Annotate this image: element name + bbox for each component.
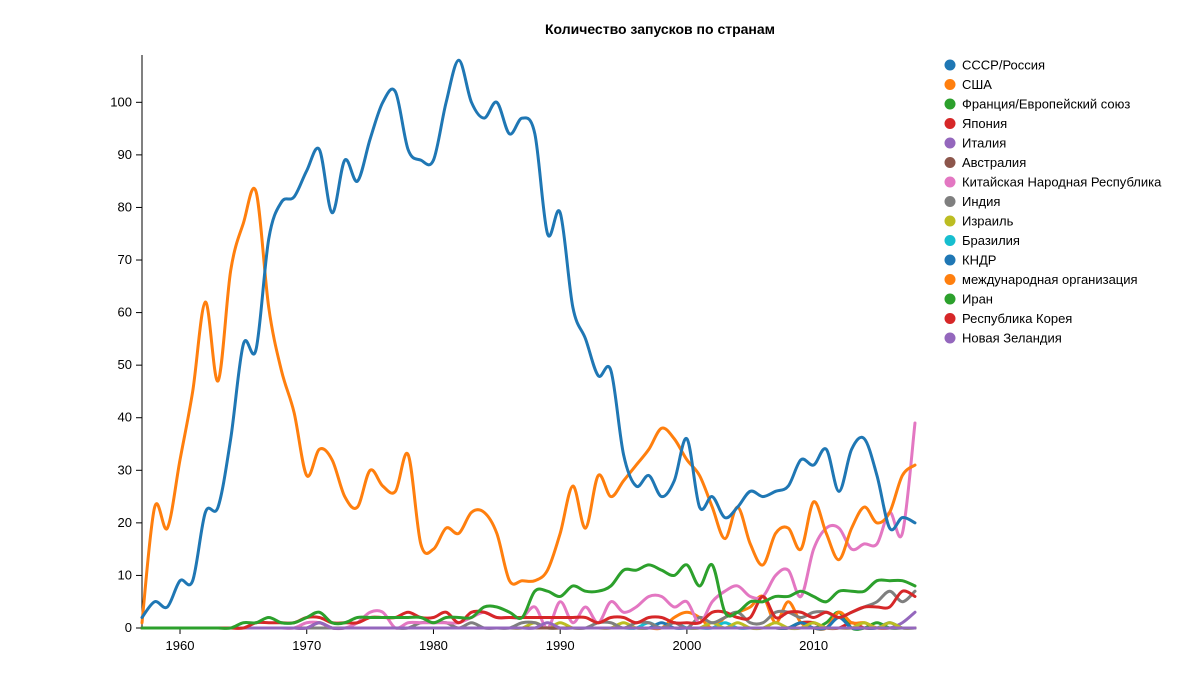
series-layer <box>140 58 917 631</box>
legend-label: Япония <box>962 116 1007 131</box>
legend-swatch <box>944 59 956 71</box>
legend-label: Франция/Европейский союз <box>962 97 1130 112</box>
y-tick-label: 90 <box>118 147 132 162</box>
x-tick-label: 1970 <box>292 638 321 653</box>
legend-swatch <box>944 79 956 90</box>
x-tick-label: 2010 <box>799 638 828 653</box>
legend-label: международная организация <box>962 272 1138 287</box>
x-tick-label: 1960 <box>166 638 195 653</box>
y-tick-label: 10 <box>118 567 132 582</box>
x-tick-label: 1990 <box>546 638 575 653</box>
legend-item: Израиль <box>944 214 1014 229</box>
legend-swatch <box>944 137 956 149</box>
legend-swatch <box>944 254 956 266</box>
legend-item: КНДР <box>944 253 996 268</box>
legend-item: международная организация <box>944 272 1138 287</box>
legend-swatch <box>944 196 956 207</box>
legend-item: Новая Зеландия <box>944 331 1062 346</box>
legend-label: КНДР <box>962 253 996 268</box>
axes: 1960 1970 1980 1990 2000 2010 0 10 20 30 40 50 60 70 8… <box>110 55 915 653</box>
y-tick-label: 50 <box>118 357 132 372</box>
series-line-1 <box>140 186 917 625</box>
x-tick-label: 1980 <box>419 638 448 653</box>
legend-label: Израиль <box>962 214 1014 229</box>
y-tick-label: 100 <box>110 94 132 109</box>
x-tick-label: 2000 <box>672 638 701 653</box>
y-tick-label: 40 <box>118 410 132 425</box>
legend-swatch <box>944 157 956 168</box>
series-line-0 <box>140 58 917 619</box>
legend-item: СССР/Россия <box>944 58 1045 73</box>
legend-item: Иран <box>944 292 993 307</box>
chart-title: Количество запусков по странам <box>545 21 775 37</box>
y-tick-label: 60 <box>118 305 132 320</box>
series-line-3 <box>140 589 917 630</box>
legend-item: США <box>944 77 992 92</box>
legend-swatch <box>944 118 956 129</box>
y-tick-label: 20 <box>118 515 132 530</box>
legend-item: Республика Корея <box>944 311 1072 326</box>
legend-swatch <box>944 332 956 344</box>
legend: СССР/Россия США Франция/Европейский союз Яп… <box>944 58 1162 346</box>
y-tick-label: 70 <box>118 252 132 267</box>
legend-item: Япония <box>944 116 1007 131</box>
legend-label: Италия <box>962 136 1006 151</box>
legend-swatch <box>944 274 956 285</box>
legend-label: Иран <box>962 292 993 307</box>
legend-swatch <box>944 235 956 246</box>
legend-swatch <box>944 215 956 227</box>
legend-item: Индия <box>944 194 1000 209</box>
legend-item: Италия <box>944 136 1006 151</box>
legend-label: США <box>962 77 992 92</box>
y-tick-label: 30 <box>118 462 132 477</box>
y-tick-label: 0 <box>125 620 132 635</box>
legend-swatch <box>944 176 956 188</box>
legend-label: Новая Зеландия <box>962 331 1062 346</box>
legend-label: Китайская Народная Республика <box>962 175 1162 190</box>
legend-label: Республика Корея <box>962 311 1072 326</box>
legend-label: Бразилия <box>962 233 1020 248</box>
series-line-2 <box>140 563 917 630</box>
legend-label: Австралия <box>962 155 1026 170</box>
legend-item: Франция/Европейский союз <box>944 97 1130 112</box>
legend-item: Австралия <box>944 155 1026 170</box>
legend-swatch <box>944 293 956 305</box>
legend-item: Китайская Народная Республика <box>944 175 1162 190</box>
legend-label: Индия <box>962 194 1000 209</box>
series-line-4 <box>140 621 917 630</box>
legend-label: СССР/Россия <box>962 58 1045 73</box>
y-tick-label: 80 <box>118 199 132 214</box>
legend-swatch <box>944 313 956 324</box>
legend-item: Бразилия <box>944 233 1020 248</box>
legend-swatch <box>944 98 956 110</box>
series-line-6 <box>140 421 917 631</box>
